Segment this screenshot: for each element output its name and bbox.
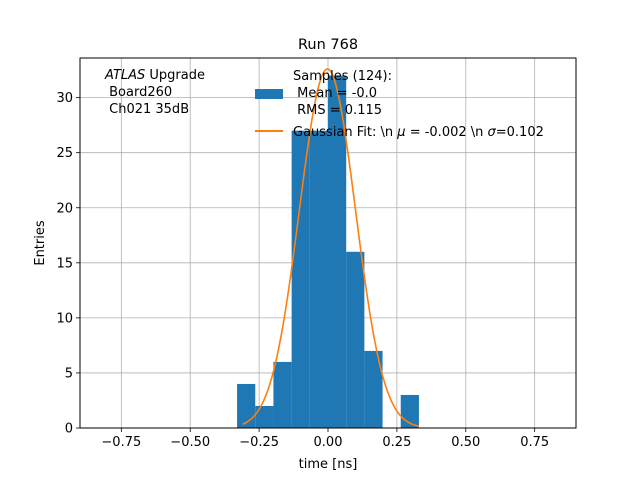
y-tick-label: 20 [56, 201, 73, 216]
x-axis-label: time [ns] [299, 457, 358, 472]
histogram-bar [309, 130, 328, 428]
x-tick-label: 0.00 [314, 435, 343, 450]
histogram-bar [346, 251, 365, 428]
x-tick-label: −0.75 [101, 435, 141, 450]
legend-fit-mu: μ [396, 125, 405, 140]
y-tick-label: 25 [56, 146, 73, 161]
legend-fit-sigma: σ [488, 125, 497, 140]
y-tick-label: 10 [56, 311, 73, 326]
x-tick-label: 0.75 [520, 435, 549, 450]
annotation-line-1: ATLAS Upgrade [104, 68, 205, 83]
histogram-bar [237, 383, 256, 428]
histogram-bar [364, 350, 383, 428]
annotation-line-3: Ch021 35dB [105, 102, 189, 117]
annotation-atlas: ATLAS [104, 68, 145, 83]
annotation-line-2: Board260 [105, 85, 172, 100]
y-tick-label: 5 [65, 366, 73, 381]
y-tick-label: 0 [65, 422, 73, 437]
legend-histogram-line-1: Samples (124): [293, 69, 392, 84]
annotation-upgrade: Upgrade [145, 68, 205, 83]
legend-histogram-line-3: RMS = 0.115 [293, 103, 382, 118]
legend-fit-mid: = -0.002 \n [406, 125, 488, 140]
x-tick-label: −0.50 [170, 435, 210, 450]
gaussian-fit-curve [242, 68, 420, 427]
legend-fit-prefix: Gaussian Fit: \n [293, 125, 397, 140]
histogram-bars [237, 75, 419, 428]
y-tick-label: 15 [56, 256, 73, 271]
legend-fit-label: Gaussian Fit: \n μ = -0.002 \n σ=0.102 [293, 125, 544, 140]
y-axis-label: Entries [33, 220, 48, 266]
legend-histogram-swatch [255, 89, 283, 99]
y-axis-ticks: 0 5 10 15 20 25 30 [56, 91, 80, 437]
x-tick-label: 0.50 [451, 435, 480, 450]
fit-curve-layer [242, 68, 420, 427]
x-axis-ticks: −0.75 −0.50 −0.25 0.00 0.25 0.50 0.75 [101, 428, 549, 450]
chart-title: Run 768 [298, 37, 358, 53]
legend-histogram-line-2: Mean = -0.0 [293, 86, 377, 101]
y-tick-label: 30 [56, 91, 73, 106]
x-tick-label: 0.25 [382, 435, 411, 450]
histogram-bar [328, 75, 347, 428]
legend: Samples (124): Mean = -0.0 RMS = 0.115 G… [255, 69, 544, 140]
histogram-bar [291, 130, 310, 428]
atlas-annotation: ATLAS Upgrade Board260 Ch021 35dB [104, 68, 205, 117]
histogram-bar [255, 405, 274, 428]
histogram-bar [273, 361, 292, 428]
legend-fit-suffix: =0.102 [496, 125, 544, 140]
x-tick-label: −0.25 [239, 435, 279, 450]
